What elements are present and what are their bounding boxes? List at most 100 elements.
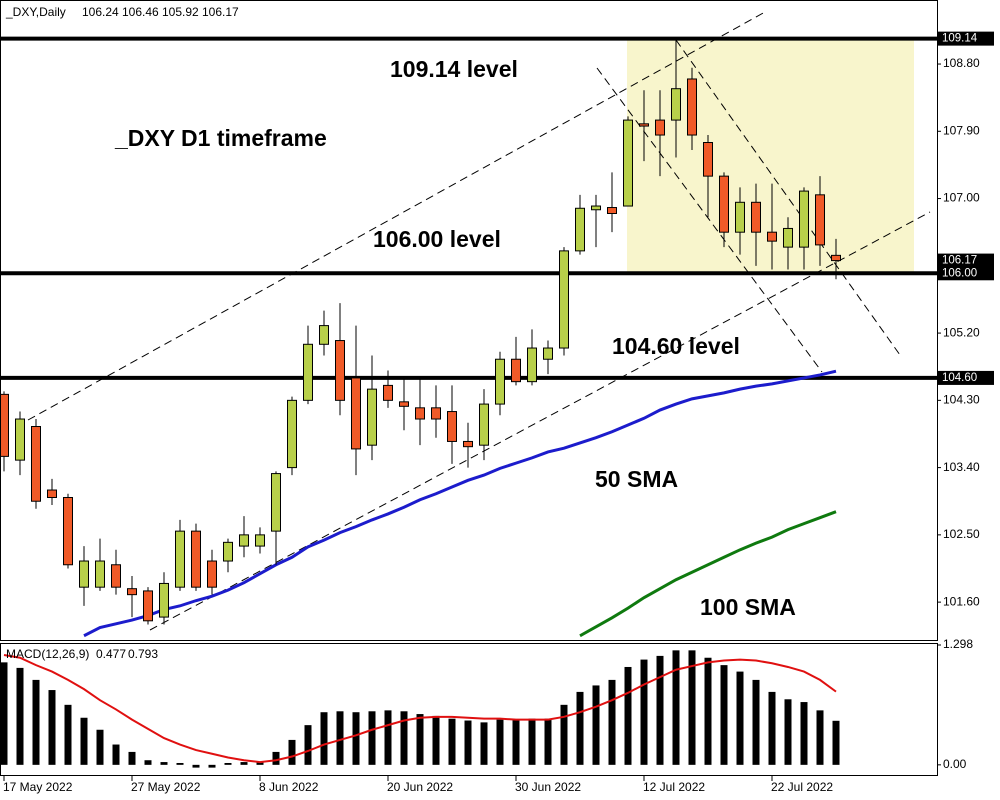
macd-bar [176, 762, 184, 765]
down-channel-lower [596, 67, 823, 373]
macd-bar [224, 762, 232, 765]
candle-body [367, 388, 377, 446]
candle-body [383, 384, 393, 401]
level-annotation: 104.60 level [612, 333, 740, 359]
candle-body [223, 541, 233, 562]
macd-y-tick-label: 1.298 [943, 637, 973, 651]
y-tick-label: 108.80 [943, 56, 980, 70]
macd-bar [560, 704, 568, 765]
candle-body [47, 489, 57, 498]
macd-bar [304, 725, 312, 765]
macd-bar [544, 718, 552, 765]
candle-body [79, 560, 89, 588]
macd-bar [432, 715, 440, 765]
candle-body [655, 119, 665, 136]
y-tick-label: 107.00 [943, 191, 980, 205]
candle-body [607, 207, 617, 215]
macd-bar [480, 722, 488, 765]
price-tag-label: 106.17 [942, 255, 977, 267]
macd-bar [592, 685, 600, 765]
macd-bar [16, 667, 24, 765]
macd-bar [640, 659, 648, 765]
x-tick-label: 30 Jun 2022 [515, 780, 581, 794]
candle-body [767, 231, 777, 242]
level-tag-label: 104.60 [942, 372, 977, 384]
x-tick-label: 20 Jun 2022 [387, 780, 453, 794]
macd-bar [672, 650, 680, 765]
level-tag [938, 31, 994, 46]
x-tick-label: 8 Jun 2022 [259, 780, 319, 794]
main-pane [1, 36, 937, 638]
macd-bar [608, 679, 616, 765]
candle-body [127, 588, 137, 596]
candle-body [735, 201, 745, 233]
candle-body [191, 530, 201, 588]
header-low: 105.92 [162, 5, 199, 19]
candle-body [623, 119, 633, 207]
candle-body [591, 205, 601, 211]
candle-body [207, 560, 217, 588]
candle-body [703, 142, 713, 177]
macd-bar [208, 764, 216, 768]
candle-body [511, 358, 521, 383]
candle-body [447, 411, 457, 442]
candle-body [639, 123, 649, 127]
candle-body [399, 401, 409, 407]
level-annotation: 106.00 level [373, 226, 501, 252]
chart-title: _DXY D1 timeframe [114, 125, 327, 151]
macd-bar [688, 650, 696, 765]
signal-value: 0.793 [128, 647, 158, 661]
level-tag-label: 109.14 [942, 33, 978, 45]
price-tag [938, 253, 994, 267]
candle-body [815, 194, 825, 246]
header-close: 106.17 [202, 5, 239, 19]
macd-bar [384, 710, 392, 765]
macd-bar [240, 762, 248, 765]
macd-bar [496, 719, 504, 765]
level-annotation: 109.14 level [390, 56, 518, 82]
candle-body [287, 399, 297, 469]
candle-body [719, 175, 729, 233]
macd-bar [512, 719, 520, 765]
macd-bar [528, 718, 536, 765]
macd-bar [160, 762, 168, 765]
candle-body [271, 473, 281, 532]
x-tick-label: 12 Jul 2022 [643, 780, 705, 794]
channel-upper [27, 11, 766, 421]
candle-body [15, 418, 25, 461]
candle-body [255, 534, 265, 547]
macd-bar [656, 655, 664, 765]
macd-pane [1, 650, 840, 768]
macd-bar [416, 714, 424, 765]
macd-bar [112, 744, 120, 765]
candle-body [175, 530, 185, 588]
macd-bar [96, 729, 104, 765]
y-tick-label: 101.60 [943, 594, 980, 608]
macd-value: 0.477 [96, 647, 126, 661]
y-tick-label: 102.50 [943, 527, 980, 541]
header-high: 106.46 [122, 5, 159, 19]
candle-body [159, 582, 169, 618]
candle-body [783, 227, 793, 248]
macd-bar [368, 711, 376, 765]
macd-bar [400, 711, 408, 765]
macd-bar [576, 691, 584, 765]
macd-bar [48, 690, 56, 765]
candle-body [111, 564, 121, 588]
macd-bar [720, 665, 728, 765]
macd-frame [0, 643, 938, 776]
level-tag-label: 106.00 [942, 267, 977, 279]
candle-body [95, 560, 105, 588]
y-tick-label: 103.40 [943, 460, 980, 474]
y-tick-label: 104.30 [943, 393, 980, 407]
x-tick-label: 27 May 2022 [131, 780, 201, 794]
macd-bar [32, 679, 40, 765]
candle-body [575, 207, 585, 252]
candle-body [351, 377, 361, 450]
macd-bar [624, 666, 632, 765]
macd-bar [352, 712, 360, 765]
macd-bar [752, 679, 760, 765]
candle-body [527, 347, 537, 383]
macd-bar [192, 764, 200, 768]
